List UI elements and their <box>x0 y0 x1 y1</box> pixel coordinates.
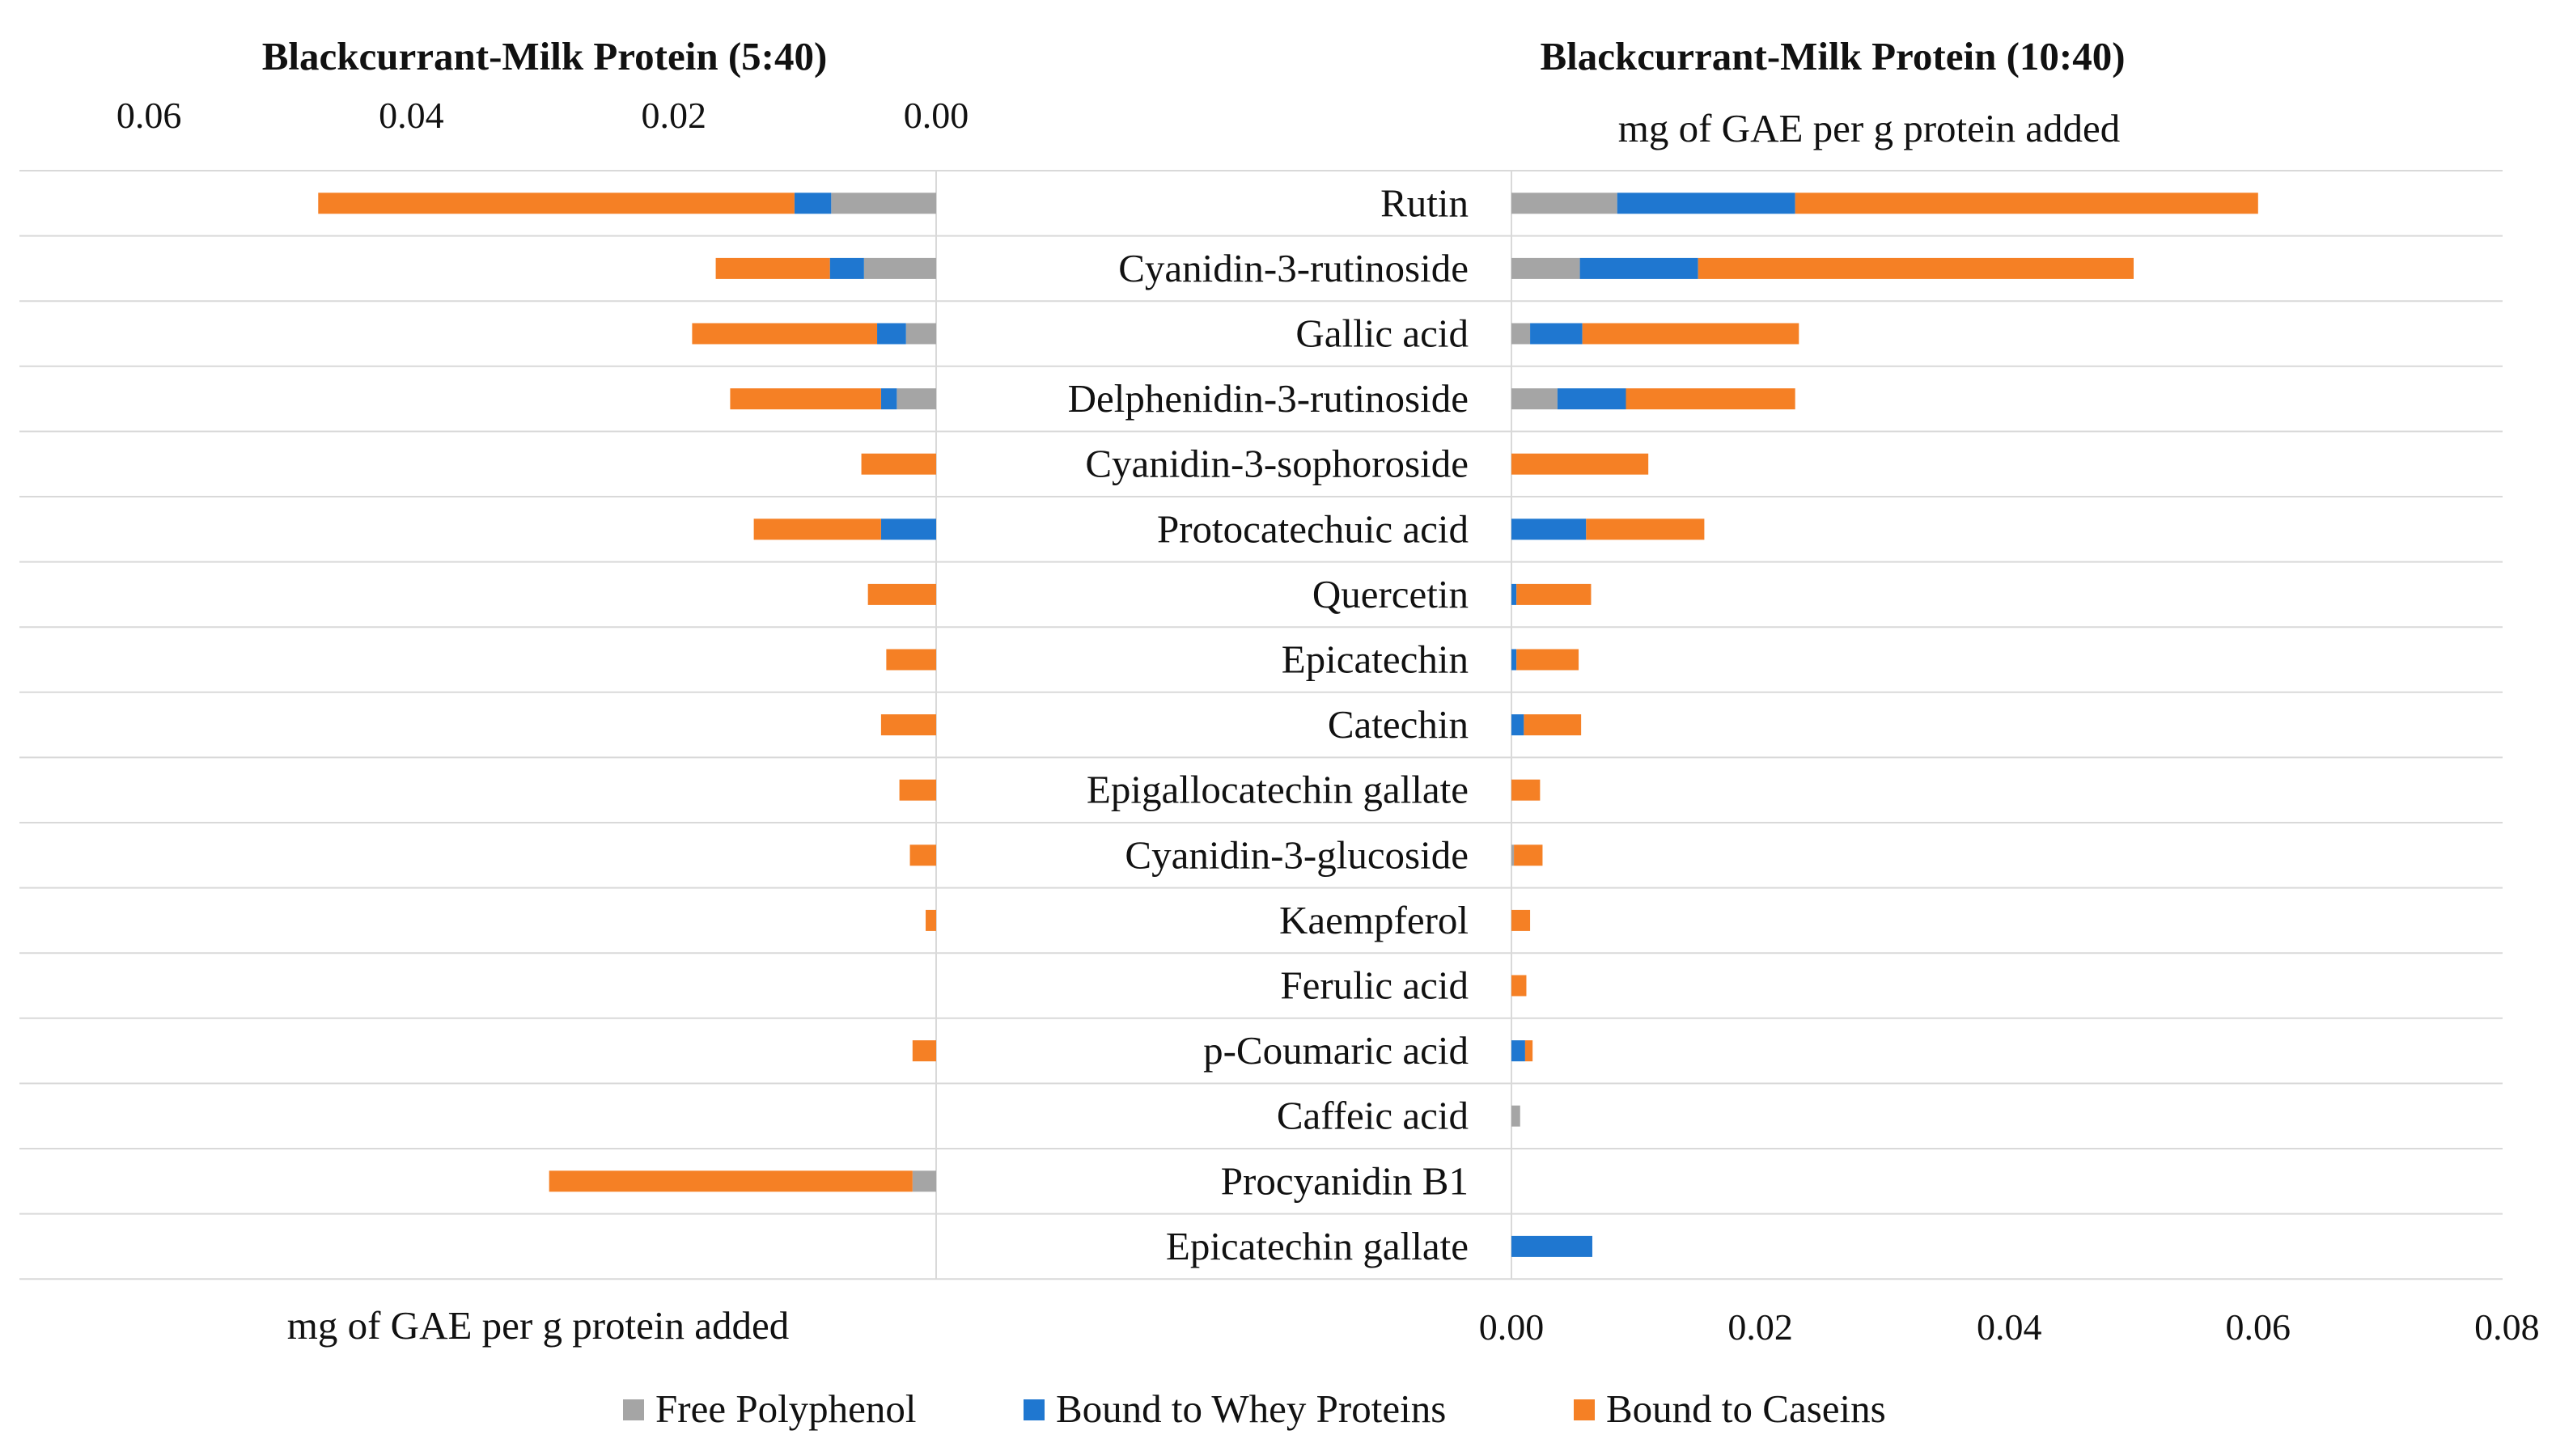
left-panel-title: Blackcurrant-Milk Protein (5:40) <box>262 34 828 78</box>
bar-left <box>897 388 936 410</box>
bar-right <box>1511 583 1517 605</box>
bar-left <box>912 1170 936 1192</box>
category-label: Epicatechin gallate <box>1166 1224 1469 1268</box>
bar-right <box>1795 193 2258 214</box>
bar-left <box>926 909 936 931</box>
category-label: Epigallocatechin gallate <box>1087 768 1469 812</box>
left-axis-title: mg of GAE per g protein added <box>287 1303 790 1348</box>
bar-left <box>829 257 864 279</box>
bar-right <box>1511 779 1541 801</box>
bar-left <box>912 1040 936 1062</box>
bar-left <box>880 388 897 410</box>
bar-right <box>1511 323 1531 345</box>
category-label: Quercetin <box>1312 572 1469 616</box>
bar-right <box>1514 844 1543 866</box>
left-tick-label: 0.00 <box>904 95 969 136</box>
bar-left <box>831 193 936 214</box>
legend-label: Free Polyphenol <box>655 1386 917 1431</box>
bar-left <box>863 257 936 279</box>
bar-left <box>880 714 936 736</box>
bar-left <box>880 518 936 540</box>
bar-right <box>1516 583 1592 605</box>
bar-left <box>867 583 936 605</box>
legend-swatch <box>1024 1399 1045 1420</box>
right-tick-label: 0.00 <box>1479 1306 1545 1348</box>
category-labels: Rutin Cyanidin-3-rutinoside Gallic acid Del… <box>1068 180 1469 1268</box>
bar-right <box>1530 323 1583 345</box>
bar-right <box>1626 388 1795 410</box>
category-label: Kaempferol <box>1279 898 1469 942</box>
right-tick-label: 0.08 <box>2474 1306 2540 1348</box>
category-label: Procyanidin B1 <box>1221 1158 1469 1203</box>
right-panel-title: Blackcurrant-Milk Protein (10:40) <box>1540 34 2125 78</box>
category-label: Cyanidin-3-sophoroside <box>1085 442 1469 486</box>
category-label: Caffeic acid <box>1277 1094 1469 1138</box>
category-label: Protocatechuic acid <box>1157 506 1469 551</box>
category-label: Epicatechin <box>1282 637 1469 682</box>
bar-left <box>909 844 936 866</box>
bar-left <box>753 518 881 540</box>
bar-right <box>1582 323 1799 345</box>
bar-right <box>1516 649 1579 671</box>
bar-right <box>1511 1040 1525 1062</box>
category-label: Gallic acid <box>1295 311 1469 356</box>
right-tick-labels: 0.00 0.02 0.04 0.06 0.08 <box>1479 1306 2540 1348</box>
left-tick-label: 0.06 <box>117 95 182 136</box>
legend-label: Bound to Whey Proteins <box>1056 1386 1446 1431</box>
bar-right <box>1511 257 1580 279</box>
right-tick-label: 0.02 <box>1727 1306 1793 1348</box>
bar-right <box>1511 975 1527 997</box>
bar-right <box>1511 1105 1520 1127</box>
bar-left <box>886 649 936 671</box>
left-tick-label: 0.02 <box>641 95 706 136</box>
legend-label: Bound to Caseins <box>1606 1386 1886 1431</box>
bar-left <box>899 779 936 801</box>
bar-right <box>1698 257 2134 279</box>
right-tick-label: 0.04 <box>1977 1306 2042 1348</box>
right-axis-title: mg of GAE per g protein added <box>1618 106 2121 150</box>
bar-right <box>1557 388 1626 410</box>
category-label: Rutin <box>1380 180 1469 225</box>
left-tick-label: 0.04 <box>379 95 444 136</box>
grid-layer <box>19 170 2503 1280</box>
category-label: Cyanidin-3-glucoside <box>1125 832 1469 877</box>
right-tick-label: 0.06 <box>2226 1306 2291 1348</box>
left-tick-labels: 0.06 0.04 0.02 0.00 <box>117 95 969 136</box>
legend-swatch <box>1574 1399 1595 1420</box>
bar-right <box>1511 649 1517 671</box>
bar-left <box>905 323 936 345</box>
bars-layer <box>318 193 2258 1257</box>
bar-left <box>715 257 830 279</box>
category-label: Ferulic acid <box>1280 963 1469 1008</box>
bar-right <box>1511 714 1524 736</box>
bar-right <box>1524 714 1582 736</box>
bar-left <box>877 323 906 345</box>
bar-right <box>1511 909 1531 931</box>
category-label: Cyanidin-3-rutinoside <box>1118 246 1469 290</box>
legend-swatch <box>623 1399 644 1420</box>
bar-right <box>1511 453 1649 475</box>
bar-left <box>794 193 832 214</box>
category-label: Delphenidin-3-rutinoside <box>1068 376 1469 421</box>
bar-right <box>1511 1235 1592 1257</box>
bar-right <box>1617 193 1795 214</box>
bar-left <box>549 1170 913 1192</box>
bar-right <box>1524 1040 1533 1062</box>
bar-right <box>1586 518 1705 540</box>
legend: Free Polyphenol Bound to Whey Proteins Bou… <box>623 1386 1886 1431</box>
bar-left <box>692 323 878 345</box>
bar-left <box>861 453 936 475</box>
bar-left <box>318 193 795 214</box>
bar-right <box>1579 257 1698 279</box>
bar-right <box>1511 518 1587 540</box>
category-label: p-Coumaric acid <box>1203 1028 1469 1073</box>
category-label: Catechin <box>1328 702 1469 747</box>
bar-right <box>1511 193 1617 214</box>
bar-right <box>1511 388 1558 410</box>
bar-left <box>730 388 881 410</box>
bar-right <box>1511 844 1515 866</box>
